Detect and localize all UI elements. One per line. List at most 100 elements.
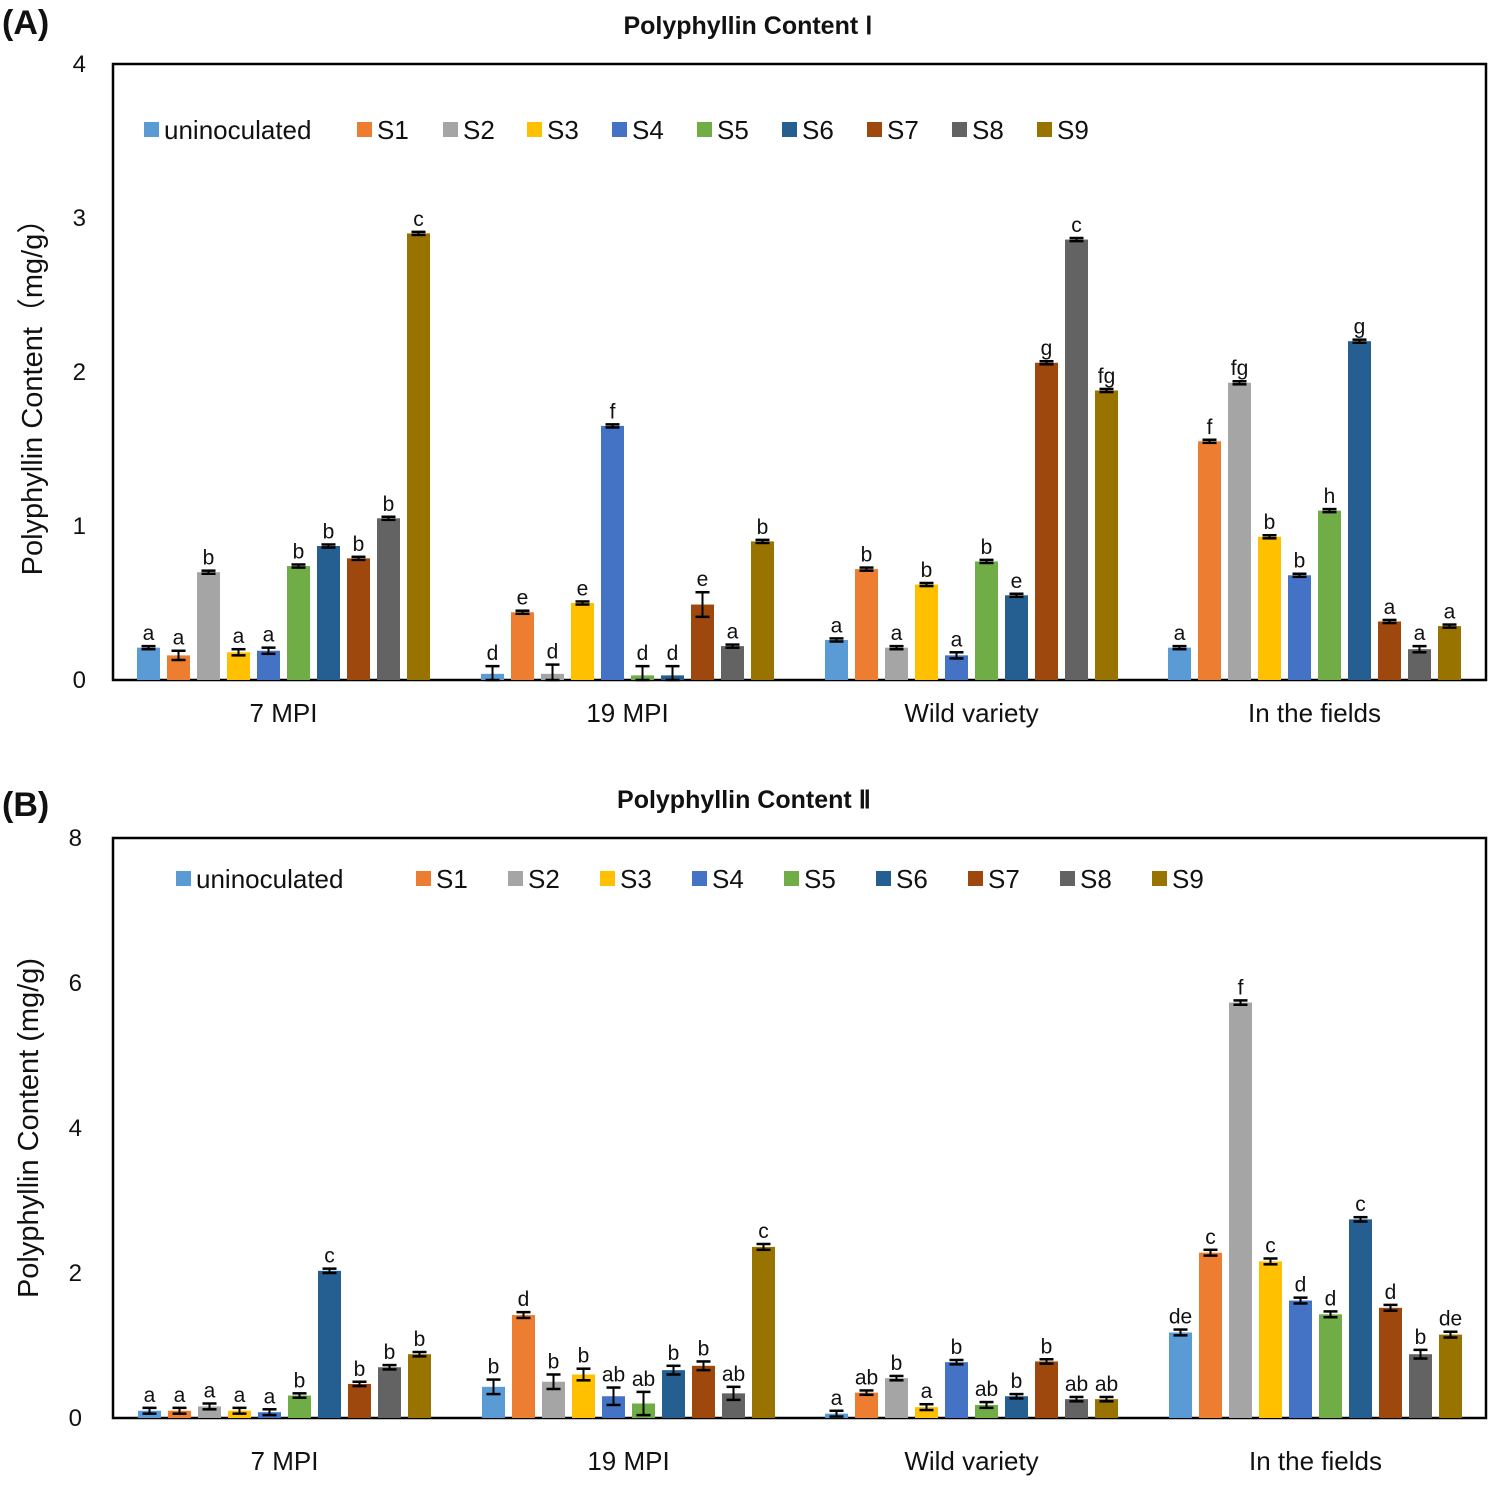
significance-label: c (758, 1220, 769, 1243)
significance-label: e (1011, 570, 1023, 593)
legend-swatch (968, 871, 983, 886)
bar (1229, 1002, 1252, 1418)
category-label: In the fields (1249, 1446, 1382, 1476)
significance-label: c (1071, 214, 1082, 237)
significance-label: ab (1065, 1373, 1088, 1396)
significance-label: g (1041, 337, 1053, 360)
bar (662, 1370, 685, 1418)
bar (1065, 1399, 1088, 1418)
bar (1378, 621, 1401, 680)
significance-label: a (891, 622, 903, 645)
legend-label: S6 (896, 864, 928, 894)
significance-label: d (667, 642, 679, 665)
y-tick-label: 2 (73, 359, 86, 386)
legend-swatch (600, 871, 615, 886)
legend-label: S8 (1080, 864, 1112, 894)
significance-label: a (263, 624, 275, 647)
significance-label: ab (632, 1368, 655, 1391)
legend-label: S2 (528, 864, 560, 894)
significance-label: de (1169, 1306, 1192, 1329)
significance-label: c (324, 1245, 335, 1268)
legend-swatch (782, 122, 797, 137)
legend-swatch (1060, 871, 1075, 886)
bar (915, 1407, 938, 1418)
significance-label: d (1385, 1281, 1397, 1304)
bar (855, 569, 878, 680)
significance-label: ab (855, 1366, 878, 1389)
bar (317, 546, 340, 680)
panel-label-a: (A) (2, 4, 49, 42)
chart-a: (A) Polyphyllin Content Ⅰ Polyphyllin Co… (2, 4, 1488, 728)
significance-label: f (1238, 976, 1244, 999)
significance-label: b (203, 547, 215, 570)
significance-label: g (1354, 316, 1366, 339)
significance-label: a (1384, 596, 1396, 619)
significance-label: f (1207, 416, 1213, 439)
significance-label: b (323, 520, 335, 543)
chart-a-plot-frame (111, 62, 1488, 682)
significance-label: d (518, 1288, 530, 1311)
bar (408, 1354, 431, 1418)
bar (542, 1381, 565, 1418)
significance-label: f (610, 400, 616, 423)
significance-label: b (354, 1358, 366, 1381)
significance-label: b (488, 1356, 500, 1379)
significance-label: a (1414, 622, 1426, 645)
bar (287, 566, 310, 680)
legend-label: S7 (988, 864, 1020, 894)
category-label: 7 MPI (250, 698, 318, 728)
bar (855, 1392, 878, 1418)
significance-label: b (294, 1369, 306, 1392)
bar (137, 647, 160, 680)
bar (1348, 341, 1371, 680)
legend-label: S4 (632, 115, 664, 145)
significance-label: b (698, 1337, 710, 1360)
significance-label: d (487, 642, 499, 665)
legend-swatch (697, 122, 712, 137)
significance-label: a (204, 1380, 216, 1403)
panel-label-b: (B) (2, 786, 49, 824)
bar (601, 425, 624, 680)
bar (227, 652, 250, 680)
significance-label: d (1325, 1287, 1337, 1310)
bar (602, 1396, 625, 1418)
significance-label: b (861, 544, 873, 567)
bar (348, 1383, 371, 1418)
significance-label: a (143, 622, 155, 645)
significance-label: fg (1231, 357, 1249, 380)
y-tick-label: 6 (69, 970, 82, 997)
legend-swatch (612, 122, 627, 137)
category-label: In the fields (1248, 698, 1381, 728)
bar (752, 1246, 775, 1418)
bar (1168, 647, 1191, 680)
legend-label: S5 (804, 864, 836, 894)
legend-label: S7 (887, 115, 919, 145)
bar (721, 646, 744, 680)
legend-label: S3 (620, 864, 652, 894)
significance-label: h (1324, 485, 1336, 508)
significance-label: b (1011, 1370, 1023, 1393)
significance-label: b (668, 1342, 680, 1365)
significance-label: b (414, 1328, 426, 1351)
significance-label: de (1439, 1308, 1462, 1331)
significance-label: a (264, 1385, 276, 1408)
category-label: Wild variety (904, 1446, 1038, 1476)
chart-b-y-axis-label: Polyphyllin Content (mg/g) (13, 958, 45, 1298)
bar (1288, 575, 1311, 680)
chart-a-title: Polyphyllin Content Ⅰ (623, 12, 872, 40)
significance-label: b (981, 536, 993, 559)
significance-label: b (1264, 511, 1276, 534)
legend-label: S8 (972, 115, 1004, 145)
chart-a-bars: ada aaebfbdafgaebbafabbdbhbdegbegabacacbf… (137, 208, 1461, 682)
bar (945, 655, 968, 680)
bar (885, 647, 908, 680)
significance-label: ab (722, 1363, 745, 1386)
significance-label: d (547, 641, 559, 664)
bar (945, 1362, 968, 1418)
bar (1169, 1332, 1192, 1418)
legend-swatch (144, 122, 159, 137)
legend-swatch (867, 122, 882, 137)
significance-label: c (1265, 1235, 1276, 1258)
bar (1439, 1334, 1462, 1418)
